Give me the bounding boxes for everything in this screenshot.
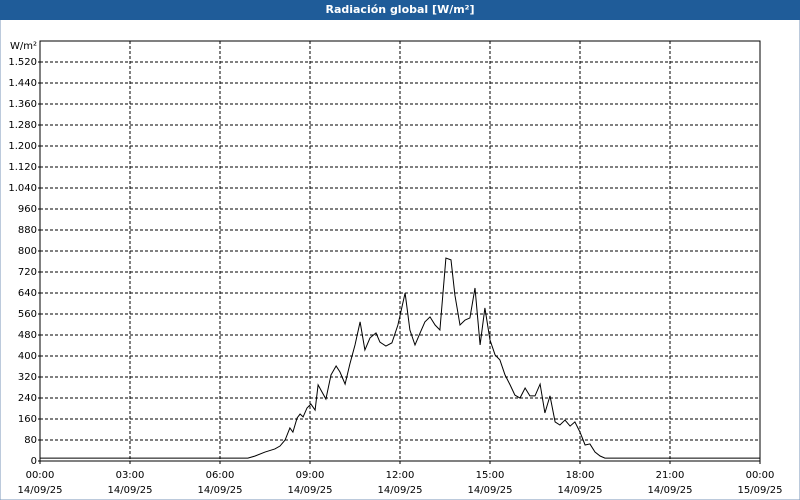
plot-frame xyxy=(39,40,761,462)
y-tick-label: 320 xyxy=(18,372,37,383)
y-tick-label: 160 xyxy=(18,414,37,425)
y-tick-label: 400 xyxy=(18,351,37,362)
x-tick-label: 15:00 xyxy=(476,470,505,481)
y-tick-label: 1.280 xyxy=(8,120,37,131)
x-tick-date: 14/09/25 xyxy=(468,485,513,496)
y-tick-label: 960 xyxy=(18,204,37,215)
x-tick-label: 03:00 xyxy=(116,470,145,481)
data-line xyxy=(40,257,760,459)
y-tick-label: 1.440 xyxy=(8,78,37,89)
x-tick-date: 14/09/25 xyxy=(108,485,153,496)
y-tick-label: 720 xyxy=(18,267,37,278)
x-tick-label: 06:00 xyxy=(206,470,235,481)
y-tick-label: 1.040 xyxy=(8,183,37,194)
chart-title: Radiación global [W/m²] xyxy=(325,3,474,16)
y-tick-label: 1.520 xyxy=(8,57,37,68)
x-tick-date: 14/09/25 xyxy=(18,485,63,496)
x-tick-label: 18:00 xyxy=(566,470,595,481)
x-tick-date: 14/09/25 xyxy=(288,485,333,496)
x-tick-date: 14/09/25 xyxy=(378,485,423,496)
x-tick-label: 09:00 xyxy=(296,470,325,481)
y-tick-label: 80 xyxy=(24,435,37,446)
x-tick-label: 00:00 xyxy=(746,470,775,481)
y-tick-label: 800 xyxy=(18,246,37,257)
y-tick-label: 560 xyxy=(18,309,37,320)
x-tick-date: 14/09/25 xyxy=(198,485,243,496)
y-tick-label: 1.120 xyxy=(8,162,37,173)
x-tick-label: 12:00 xyxy=(386,470,415,481)
x-tick-date: 14/09/25 xyxy=(558,485,603,496)
y-axis-label: W/m² xyxy=(10,41,37,52)
y-tick-label: 640 xyxy=(18,288,37,299)
y-tick-label: 1.360 xyxy=(8,99,37,110)
y-tick-label: 1.200 xyxy=(8,141,37,152)
y-tick-label: 880 xyxy=(18,225,37,236)
x-tick-date: 15/09/25 xyxy=(738,485,783,496)
x-tick-label: 00:00 xyxy=(26,470,55,481)
y-tick-label: 480 xyxy=(18,330,37,341)
x-tick-date: 14/09/25 xyxy=(648,485,693,496)
y-tick-label: 240 xyxy=(18,393,37,404)
x-tick-label: 21:00 xyxy=(656,470,685,481)
title-bar xyxy=(0,0,800,20)
y-tick-label: 0 xyxy=(31,456,37,467)
